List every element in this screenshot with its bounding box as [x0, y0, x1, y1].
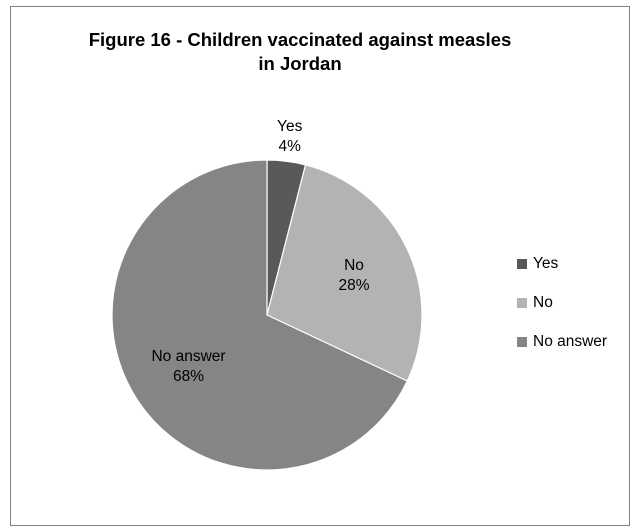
legend-label-yes: Yes: [533, 255, 559, 272]
legend-item-no-answer: No answer: [517, 332, 607, 352]
pie-chart: Yes 4% No 28% No answer 68%: [111, 118, 423, 471]
chart-legend: Yes No No answer: [517, 254, 607, 371]
slice-label-no: No: [344, 257, 364, 274]
pie-slice-no-answer: [111, 159, 409, 471]
slice-label-yes: Yes: [277, 118, 303, 135]
legend-swatch-no-answer: [517, 337, 527, 347]
slice-value-no-answer: 68%: [173, 368, 204, 385]
legend-swatch-yes: [517, 259, 527, 269]
chart-title: Figure 16 - Children vaccinated against …: [40, 28, 560, 76]
slice-value-no: 28%: [338, 277, 369, 294]
legend-item-no: No: [517, 293, 607, 313]
pie-slice-no: [266, 164, 423, 382]
slice-value-yes: 4%: [278, 138, 301, 155]
legend-label-no-answer: No answer: [533, 333, 608, 350]
legend-swatch-no: [517, 298, 527, 308]
chart-title-line-1: Figure 16 - Children vaccinated against …: [88, 29, 512, 50]
legend-label-no: No: [533, 294, 553, 311]
slice-label-no-answer: No answer: [151, 348, 225, 365]
legend-item-yes: Yes: [517, 254, 607, 274]
chart-title-line-2: in Jordan: [258, 53, 342, 74]
